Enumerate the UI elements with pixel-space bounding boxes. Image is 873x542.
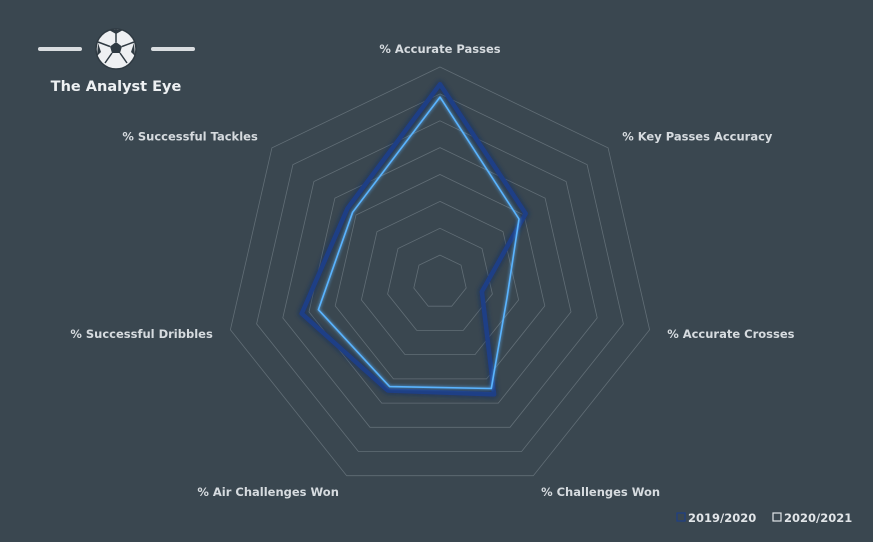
axis-label-4: % Air Challenges Won	[197, 485, 339, 499]
axis-label-5: % Successful Dribbles	[70, 327, 213, 341]
legend-item-2020-2021: 2020/2021	[772, 511, 852, 525]
radar-series	[298, 80, 530, 398]
grid-ring-3	[360, 200, 520, 356]
legend: 2019/2020 2020/2021	[676, 511, 852, 525]
grid-ring-8	[229, 66, 651, 477]
logo-right-bar-icon	[151, 47, 195, 51]
axis-labels: % Accurate Passes % Key Passes Accuracy % …	[70, 42, 794, 499]
axis-label-2: % Accurate Crosses	[667, 327, 794, 341]
axis-label-6: % Successful Tackles	[122, 130, 258, 144]
brand-name: The Analyst Eye	[51, 79, 182, 95]
axis-label-1: % Key Passes Accuracy	[622, 130, 773, 144]
grid-ring-2	[387, 227, 493, 331]
logo-left-bar-icon	[38, 47, 82, 51]
axis-label-3: % Challenges Won	[541, 485, 660, 499]
legend-swatch-2019-2020	[676, 512, 686, 522]
brand-logo: The Analyst Eye	[38, 28, 195, 95]
grid-ring-5	[308, 147, 572, 404]
grid-ring-7	[256, 93, 624, 452]
legend-label-2019-2020: 2019/2020	[688, 511, 756, 525]
legend-label-2020-2021: 2020/2021	[784, 511, 852, 525]
legend-item-2019-2020: 2019/2020	[676, 511, 756, 525]
grid-ring-6	[282, 120, 598, 428]
series-line-2020-2021	[317, 96, 520, 390]
soccer-ball-icon	[95, 28, 137, 70]
grid-ring-4	[334, 174, 546, 380]
axis-label-0: % Accurate Passes	[379, 42, 500, 56]
grid-ring-1	[413, 254, 467, 307]
legend-swatch-2020-2021	[772, 512, 782, 522]
radar-grid	[229, 66, 651, 477]
